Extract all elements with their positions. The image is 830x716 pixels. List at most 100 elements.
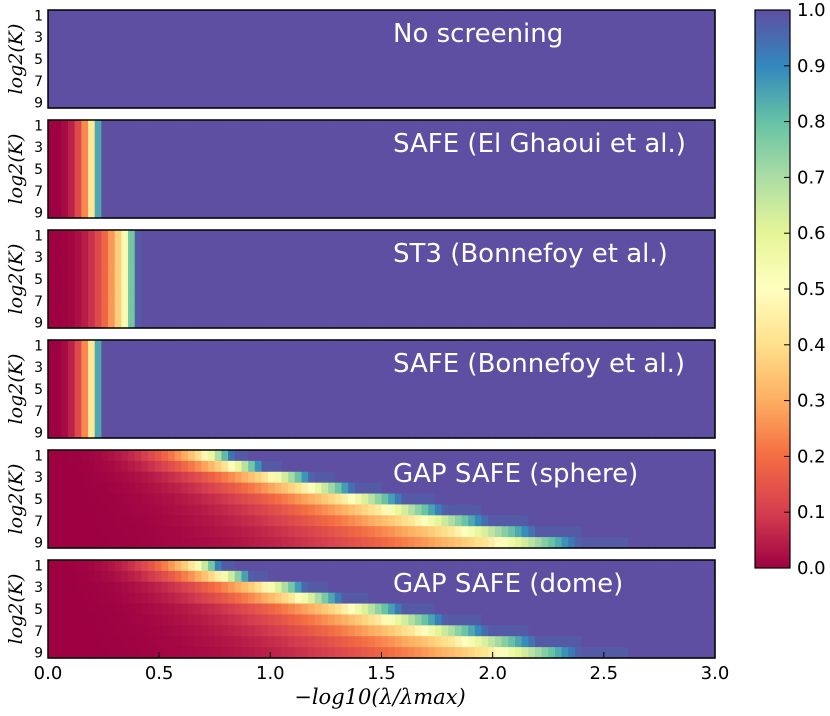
heat-cell — [401, 405, 409, 417]
heat-cell — [588, 361, 596, 374]
heat-cell — [634, 383, 643, 396]
heat-cell — [241, 53, 249, 66]
heat-cell — [608, 86, 616, 98]
heat-cell — [141, 152, 149, 165]
heat-cell — [594, 152, 603, 165]
heat-cell — [681, 20, 689, 33]
heat-cell — [248, 20, 256, 33]
heat-cell — [134, 196, 142, 208]
heat-cell — [594, 482, 603, 495]
heat-cell — [321, 240, 329, 253]
heat-cell — [121, 306, 129, 318]
heat-cell — [694, 10, 703, 22]
heat-cell — [628, 86, 636, 98]
heat-cell — [388, 603, 396, 616]
heat-cell — [74, 163, 82, 176]
heat-cell — [181, 230, 189, 242]
heat-cell — [48, 537, 56, 549]
heat-cell — [101, 350, 109, 363]
heat-cell — [128, 460, 136, 473]
heat-cell — [248, 196, 256, 208]
heat-cell — [274, 207, 283, 219]
heat-cell — [548, 273, 556, 286]
heat-cell — [541, 372, 549, 385]
heat-cell — [174, 306, 182, 318]
heat-cell — [374, 603, 383, 616]
heat-cell — [694, 42, 703, 55]
heat-cell — [134, 174, 142, 186]
heat-cell — [541, 295, 549, 307]
y-tick-label: 7 — [34, 514, 43, 530]
heat-cell — [241, 120, 249, 132]
heat-cell — [441, 450, 449, 462]
heat-cell — [328, 515, 336, 527]
heat-cell — [201, 10, 209, 22]
heat-cell — [314, 20, 323, 33]
heat-cell — [421, 86, 429, 98]
heat-cell — [61, 537, 69, 549]
heat-cell — [341, 560, 349, 572]
heat-cell — [308, 581, 316, 594]
heat-cell — [674, 416, 683, 428]
heat-cell — [328, 603, 336, 616]
heat-cell — [621, 207, 629, 219]
heat-cell — [228, 560, 236, 572]
heat-cell — [474, 450, 483, 462]
heat-cell — [101, 526, 109, 538]
heat-cell — [394, 75, 403, 87]
heat-cell — [521, 86, 529, 98]
heat-cell — [461, 262, 469, 275]
heat-cell — [254, 603, 263, 616]
heat-cell — [181, 42, 189, 55]
heat-cell — [568, 31, 576, 44]
heat-cell — [241, 361, 249, 374]
heat-cell — [88, 251, 96, 264]
heat-cell — [201, 174, 209, 186]
heat-cell — [594, 394, 603, 406]
heat-cell — [588, 394, 596, 406]
heat-cell — [394, 416, 403, 428]
heat-cell — [474, 570, 483, 583]
heat-cell — [94, 482, 102, 495]
heat-cell — [381, 306, 389, 318]
heat-cell — [368, 97, 376, 109]
heat-cell — [468, 460, 476, 473]
heat-cell — [261, 141, 269, 154]
heat-cell — [148, 130, 156, 143]
heat-cell — [674, 251, 683, 264]
heat-cell — [621, 383, 629, 396]
heat-cell — [148, 570, 156, 583]
heat-cell — [468, 196, 476, 208]
heat-cell — [281, 141, 289, 154]
heat-cell — [281, 537, 289, 549]
heat-cell — [641, 295, 649, 307]
heat-cell — [141, 482, 149, 495]
heat-cell — [681, 570, 689, 583]
heat-cell — [621, 75, 629, 87]
heat-cell — [261, 427, 269, 439]
heat-cell — [241, 570, 249, 583]
heat-cell — [674, 450, 683, 462]
heat-cell — [521, 174, 529, 186]
heat-cell — [508, 251, 516, 264]
heat-cell — [68, 515, 76, 527]
heat-cell — [641, 207, 649, 219]
heat-cell — [661, 581, 669, 594]
heat-cell — [388, 482, 396, 495]
heat-cell — [54, 416, 62, 428]
heat-cell — [668, 570, 676, 583]
heat-cell — [148, 592, 156, 605]
heat-cell — [101, 394, 109, 406]
heat-cell — [628, 75, 636, 87]
heat-cell — [141, 53, 149, 66]
heat-cell — [54, 64, 62, 76]
heat-cell — [481, 273, 489, 286]
heat-cell — [454, 97, 463, 109]
heat-cell — [101, 262, 109, 275]
y-tick-label: 1 — [34, 228, 43, 244]
heat-cell — [388, 185, 396, 197]
heat-cell — [454, 31, 463, 44]
heat-cell — [694, 471, 703, 484]
heat-cell — [654, 416, 663, 428]
heat-cell — [281, 460, 289, 473]
